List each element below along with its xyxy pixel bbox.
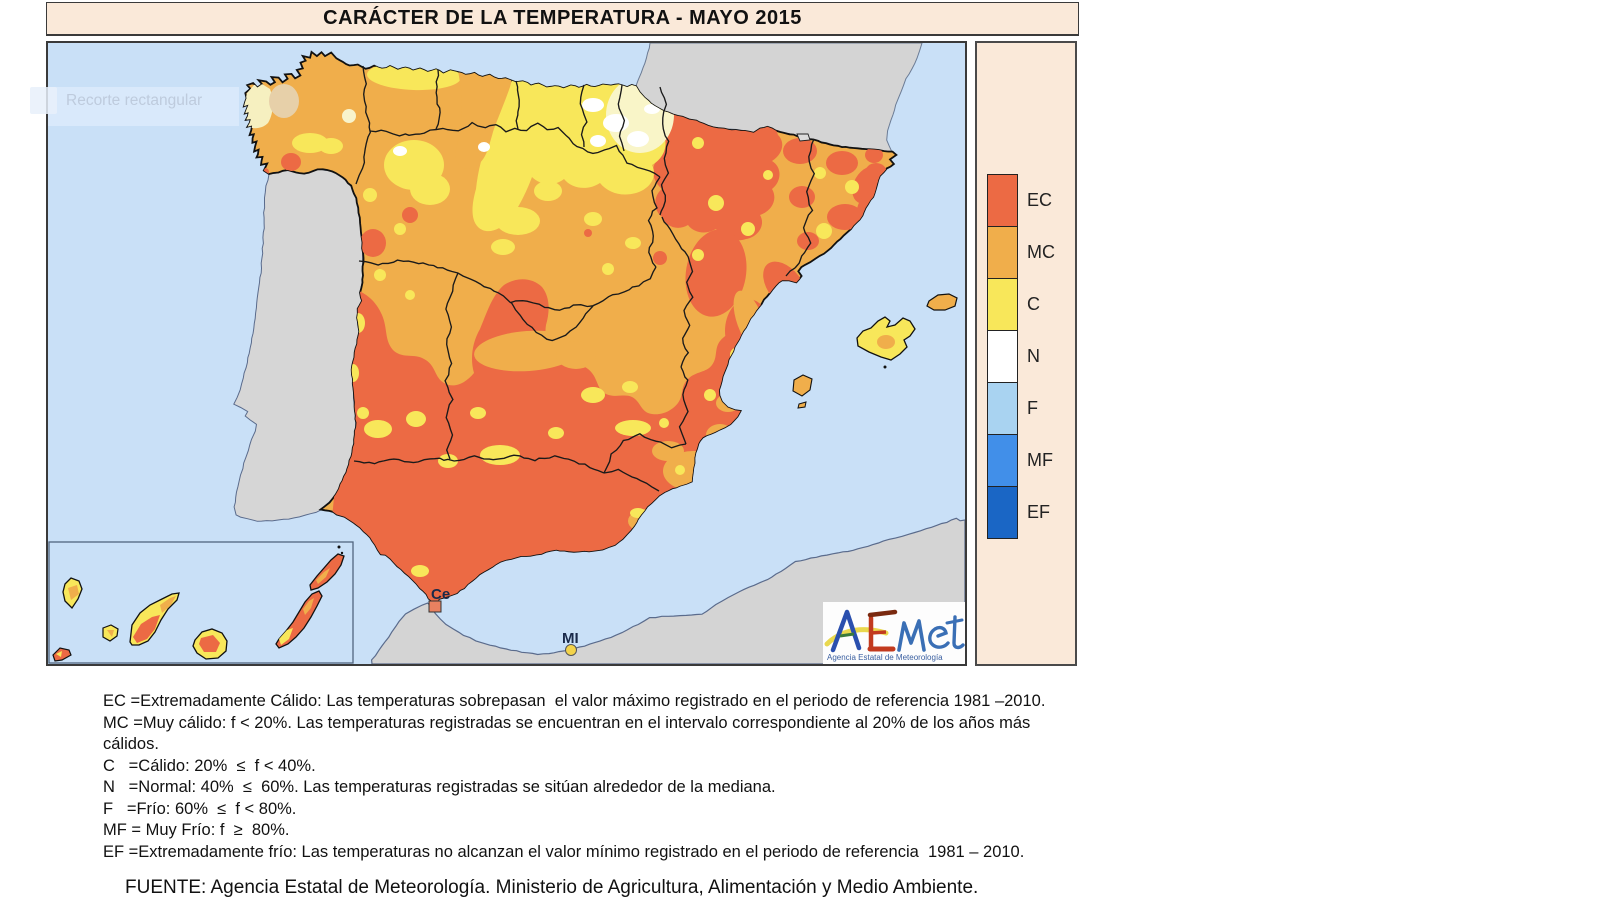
svg-text:MI: MI [562,630,579,647]
svg-text:Ce: Ce [431,586,450,603]
svg-text:Agencia Estatal de Meteorologí: Agencia Estatal de Meteorología [827,653,943,662]
